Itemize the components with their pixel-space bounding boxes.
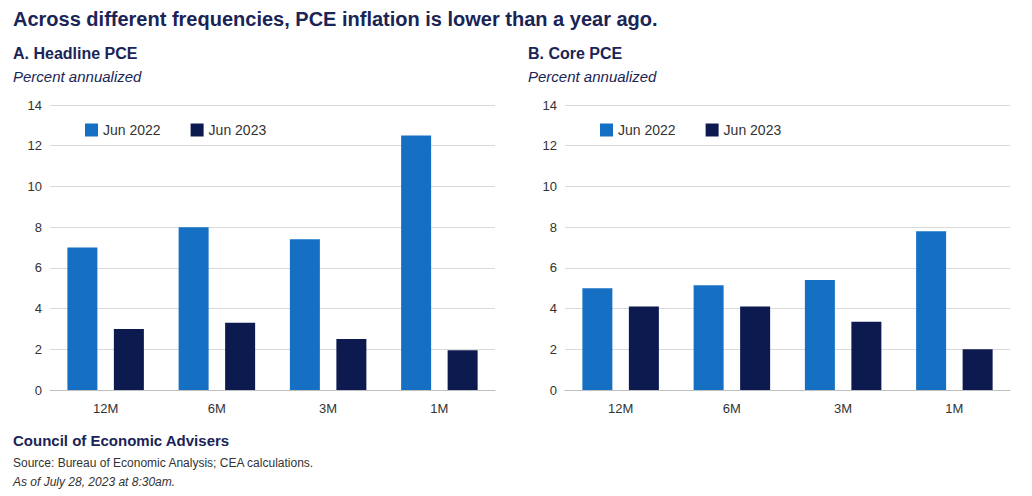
- svg-text:Jun 2022: Jun 2022: [618, 122, 676, 138]
- svg-text:6: 6: [35, 260, 42, 275]
- svg-text:B. Core PCE: B. Core PCE: [528, 45, 623, 62]
- svg-text:A. Headline PCE: A. Headline PCE: [13, 45, 138, 62]
- svg-text:3M: 3M: [834, 401, 852, 416]
- svg-text:8: 8: [35, 220, 42, 235]
- svg-text:Percent annualized: Percent annualized: [13, 68, 142, 85]
- svg-text:6M: 6M: [723, 401, 741, 416]
- svg-text:1M: 1M: [430, 401, 448, 416]
- svg-text:4: 4: [550, 301, 557, 316]
- svg-text:Jun 2023: Jun 2023: [209, 122, 267, 138]
- svg-text:6M: 6M: [208, 401, 226, 416]
- svg-text:Council of Economic Advisers: Council of Economic Advisers: [13, 432, 229, 449]
- svg-text:10: 10: [28, 179, 42, 194]
- svg-text:0: 0: [35, 383, 42, 398]
- svg-text:As of July 28, 2023 at 8:30am.: As of July 28, 2023 at 8:30am.: [12, 475, 175, 489]
- svg-text:10: 10: [543, 179, 557, 194]
- svg-text:2: 2: [550, 342, 557, 357]
- svg-text:1M: 1M: [945, 401, 963, 416]
- svg-text:Source: Bureau of Economic Ana: Source: Bureau of Economic Analysis; CEA…: [13, 456, 313, 470]
- svg-text:12: 12: [28, 138, 42, 153]
- svg-text:3M: 3M: [319, 401, 337, 416]
- svg-text:14: 14: [543, 98, 557, 113]
- svg-text:Jun 2023: Jun 2023: [724, 122, 782, 138]
- svg-text:14: 14: [28, 98, 42, 113]
- svg-text:12: 12: [543, 138, 557, 153]
- svg-text:8: 8: [550, 220, 557, 235]
- svg-text:2: 2: [35, 342, 42, 357]
- svg-text:Percent annualized: Percent annualized: [528, 68, 657, 85]
- svg-text:4: 4: [35, 301, 42, 316]
- svg-text:0: 0: [550, 383, 557, 398]
- svg-text:12M: 12M: [93, 401, 118, 416]
- svg-text:12M: 12M: [608, 401, 633, 416]
- svg-text:Across different frequencies,: Across different frequencies, PCE inflat…: [13, 8, 658, 30]
- svg-text:6: 6: [550, 260, 557, 275]
- svg-text:Jun 2022: Jun 2022: [103, 122, 161, 138]
